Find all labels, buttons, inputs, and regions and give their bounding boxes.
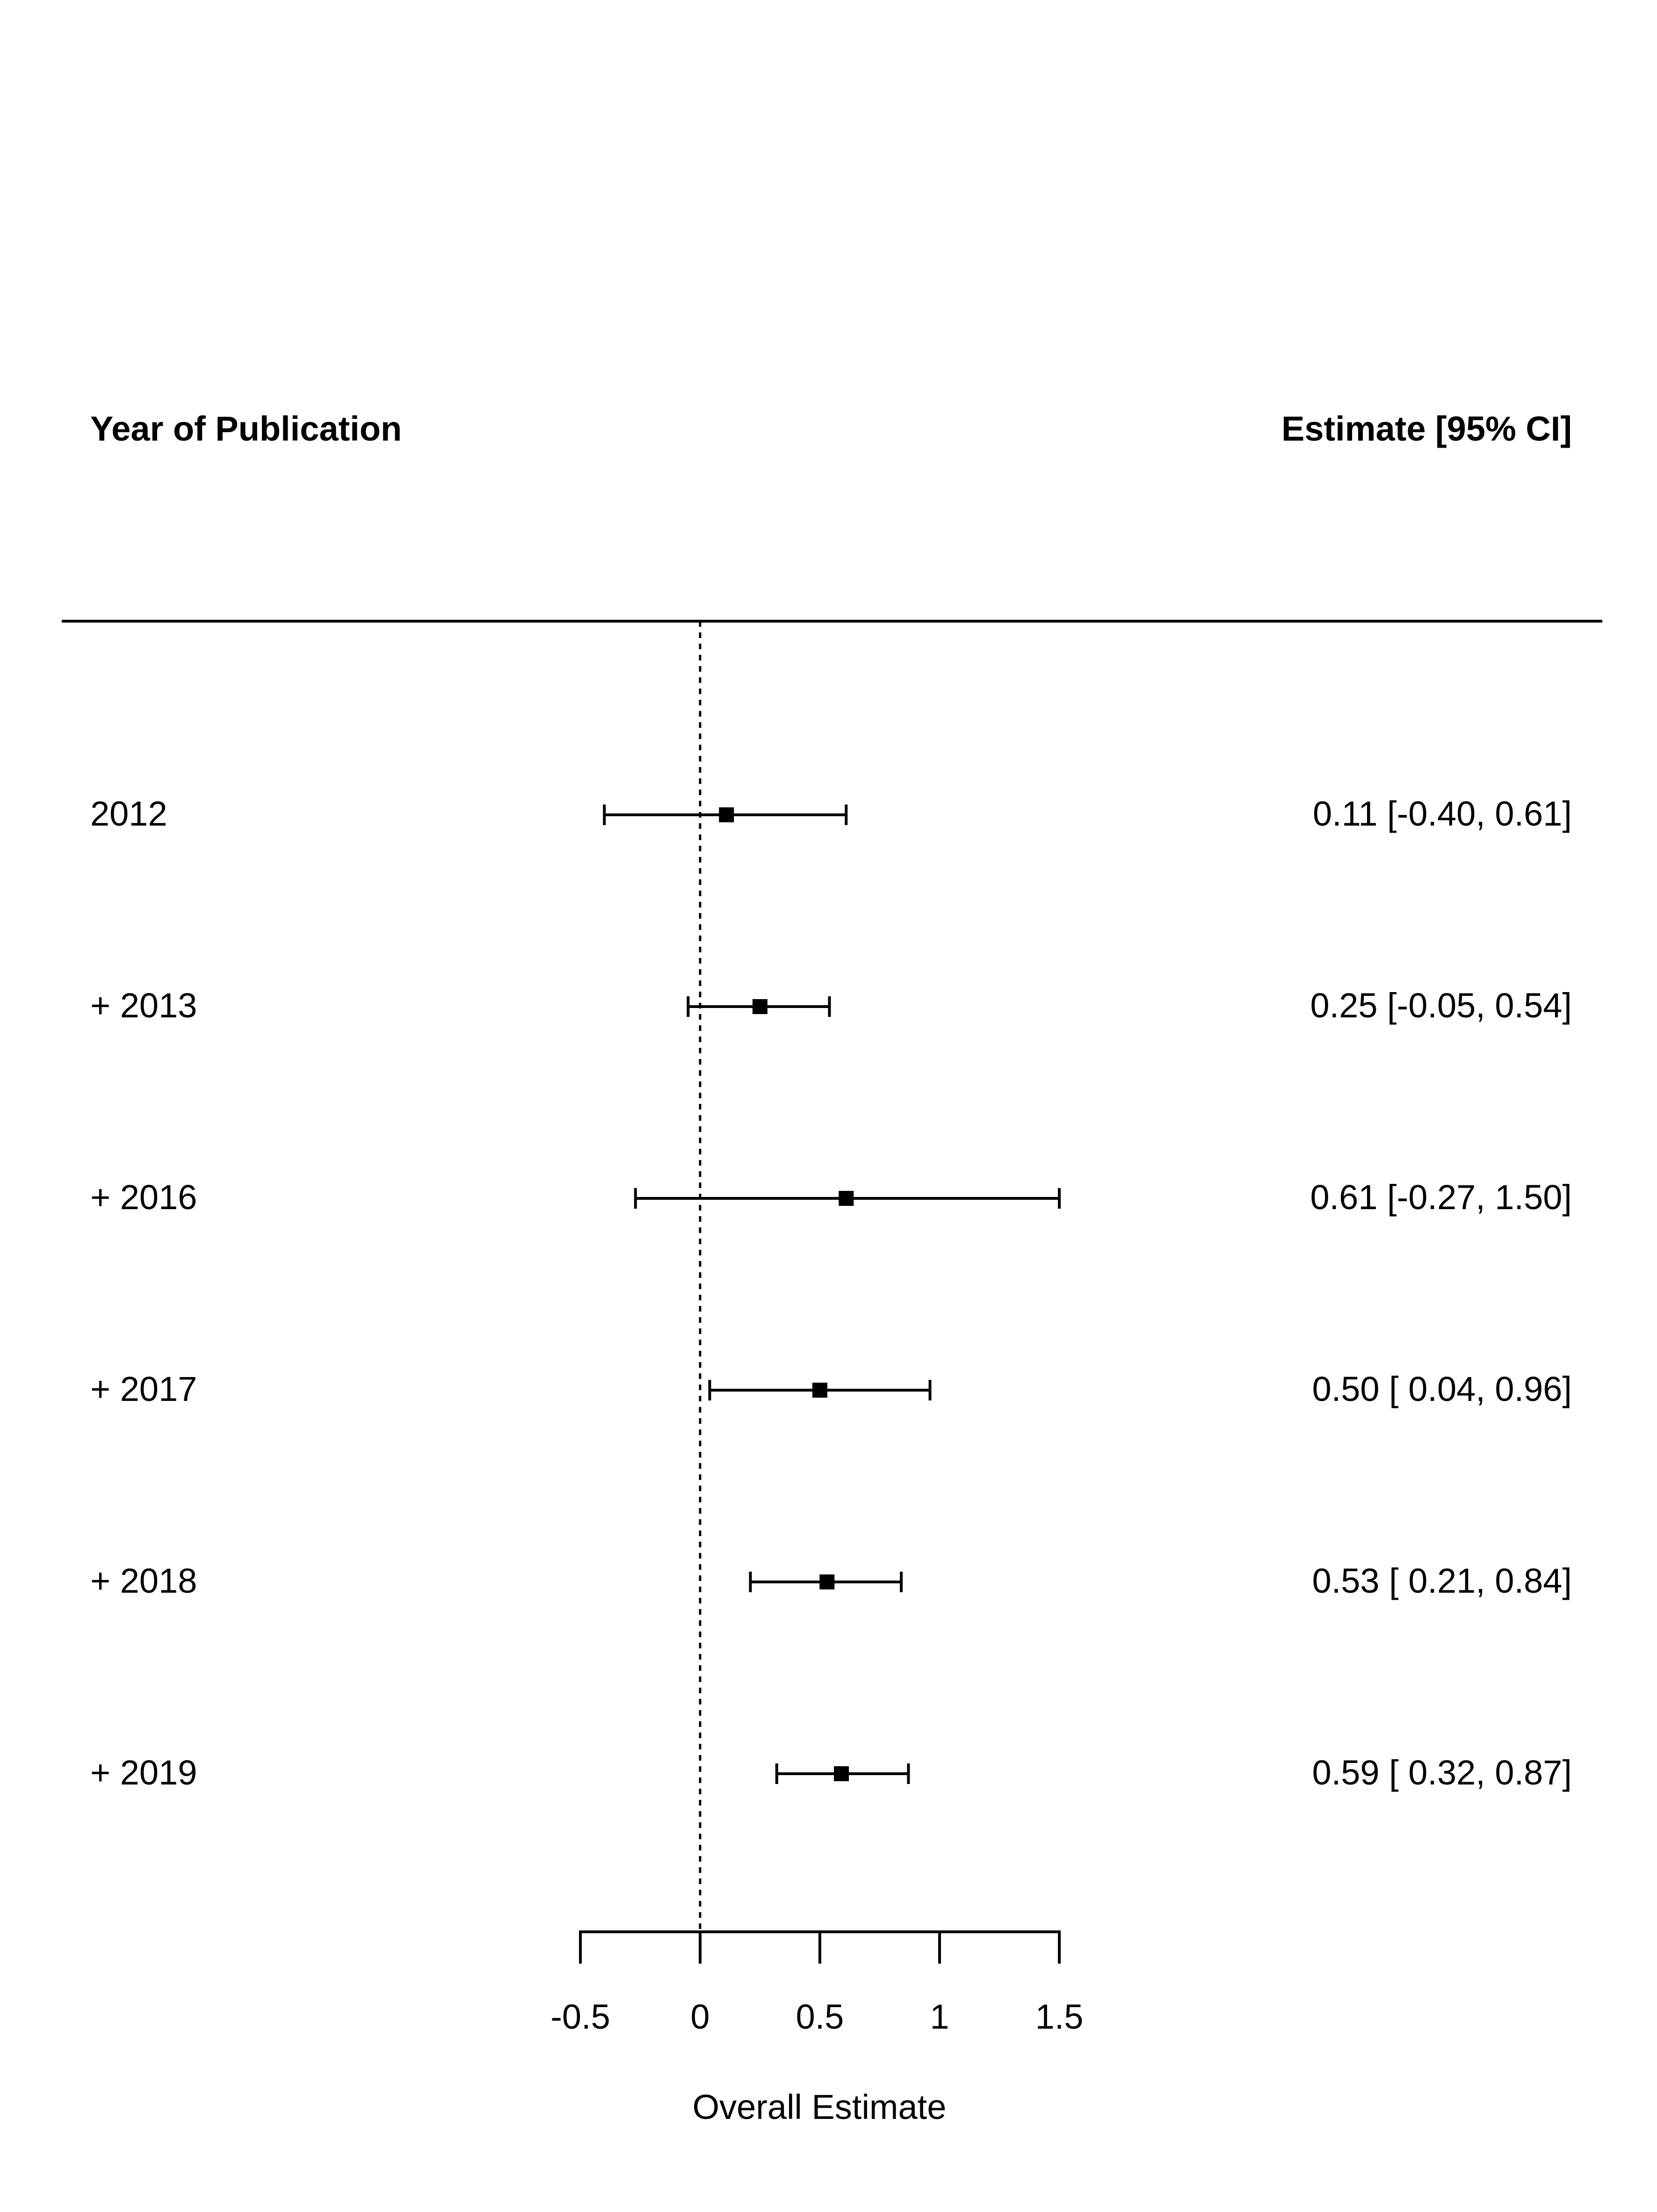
study-estimate-text: 0.59 [ 0.32, 0.87] [1312, 1753, 1572, 1792]
study-label: + 2018 [90, 1561, 197, 1600]
x-tick-label: -0.5 [550, 1997, 610, 2036]
study-estimate-text: 0.61 [-0.27, 1.50] [1310, 1178, 1572, 1217]
point-estimate-marker [834, 1766, 849, 1781]
point-estimate-marker [812, 1383, 827, 1398]
x-tick-label: 0.5 [796, 1997, 844, 2036]
study-row: + 2016 0.61 [-0.27, 1.50] [90, 1178, 1572, 1217]
study-label: + 2016 [90, 1178, 197, 1217]
study-estimate-text: 0.50 [ 0.04, 0.96] [1312, 1370, 1572, 1408]
study-row: + 2017 0.50 [ 0.04, 0.96] [90, 1370, 1572, 1408]
study-label: + 2013 [90, 986, 197, 1025]
study-row: + 2018 0.53 [ 0.21, 0.84] [90, 1561, 1572, 1600]
study-label: + 2017 [90, 1370, 197, 1408]
study-label: 2012 [90, 794, 167, 833]
study-estimate-text: 0.25 [-0.05, 0.54] [1310, 986, 1572, 1025]
point-estimate-marker [839, 1191, 854, 1206]
study-row: 2012 0.11 [-0.40, 0.61] [90, 794, 1572, 833]
x-tick-label: 1.5 [1035, 1997, 1084, 2036]
point-estimate-marker [819, 1574, 835, 1589]
point-estimate-marker [753, 999, 767, 1014]
right-column-header: Estimate [95% CI] [1281, 409, 1572, 448]
x-tick-label: 0 [690, 1997, 709, 2036]
study-estimate-text: 0.53 [ 0.21, 0.84] [1312, 1561, 1572, 1600]
left-column-header: Year of Publication [90, 409, 402, 448]
study-label: + 2019 [90, 1753, 197, 1792]
study-estimate-text: 0.11 [-0.40, 0.61] [1313, 794, 1572, 833]
x-axis-title: Overall Estimate [693, 2088, 947, 2126]
x-axis: -0.5 0 0.5 1 1.5 [550, 1930, 1083, 2036]
study-row: + 2013 0.25 [-0.05, 0.54] [90, 986, 1572, 1025]
study-rows: 2012 0.11 [-0.40, 0.61] + 2013 0.25 [-0.05,… [90, 794, 1572, 1792]
x-tick-label: 1 [930, 1997, 949, 2036]
point-estimate-marker [719, 807, 734, 822]
study-row: + 2019 0.59 [ 0.32, 0.87] [90, 1753, 1572, 1792]
